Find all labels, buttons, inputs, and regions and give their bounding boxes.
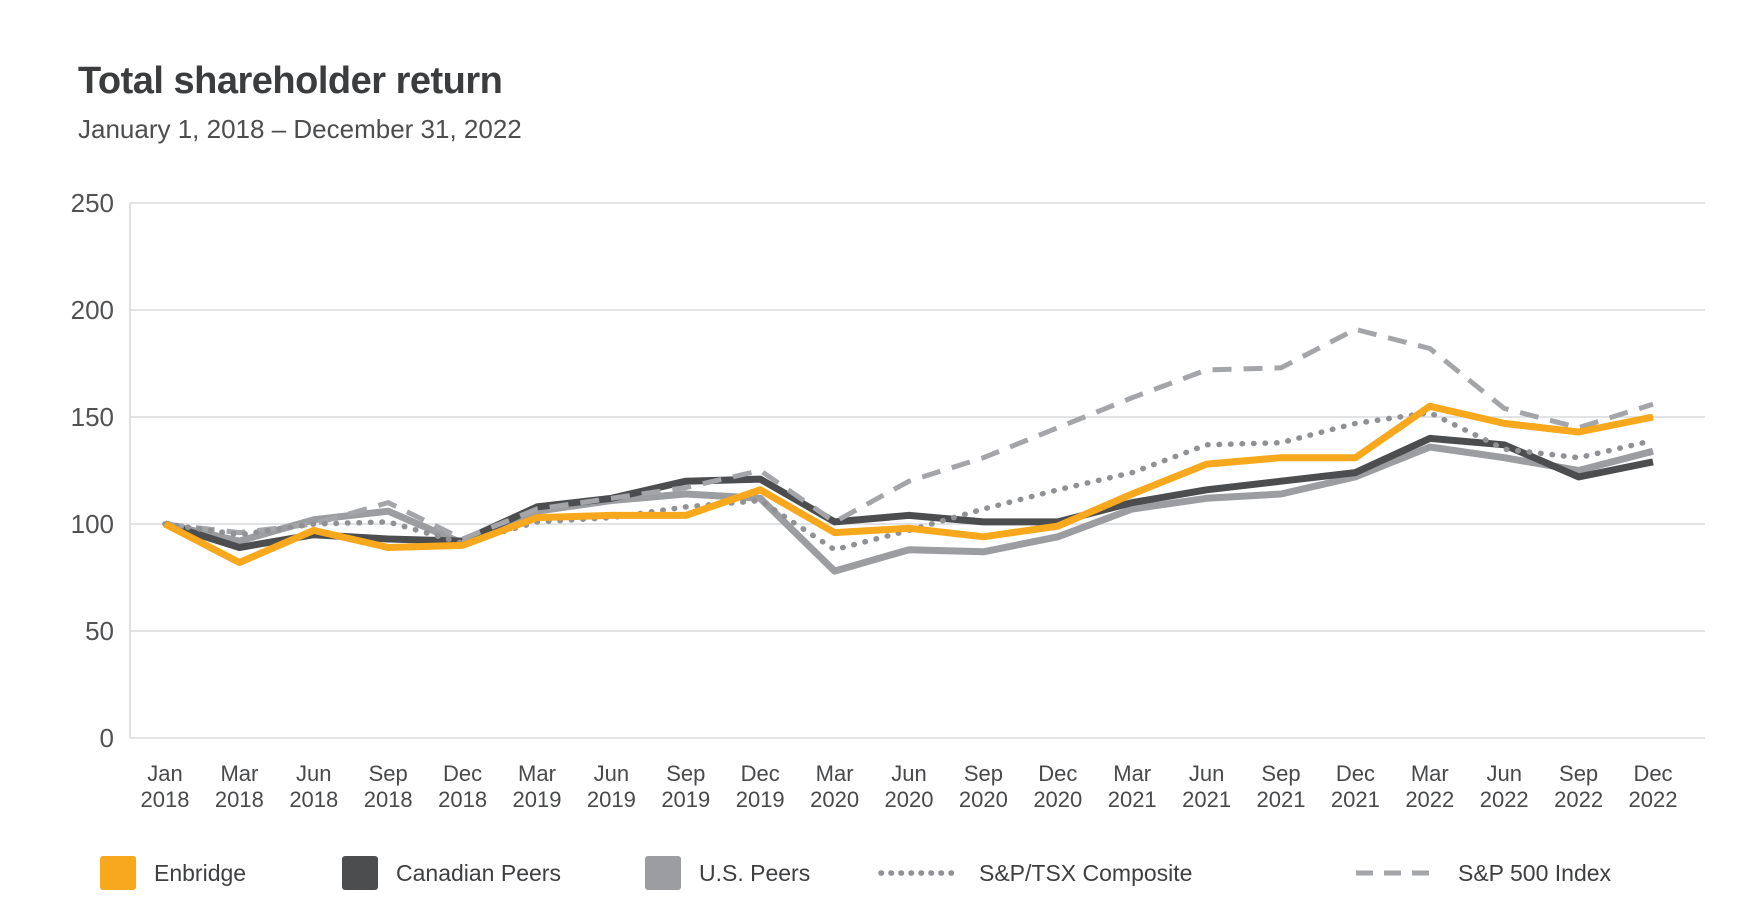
x-tick-label-month: Jun xyxy=(891,761,926,786)
legend-label: Canadian Peers xyxy=(396,859,561,886)
x-tick-label-month: Jun xyxy=(1486,761,1521,786)
legend-swatch-canadian-peers xyxy=(342,856,378,890)
series-line-u-s-peers xyxy=(164,443,1654,575)
x-tick-label-year: 2018 xyxy=(364,787,413,812)
x-tick-label-year: 2022 xyxy=(1480,787,1529,812)
legend-label: U.S. Peers xyxy=(699,859,811,886)
y-tick-label: 100 xyxy=(71,509,114,539)
x-tick-label-month: Sep xyxy=(964,761,1003,786)
x-tick-label-year: 2019 xyxy=(736,787,785,812)
y-tick-label: 0 xyxy=(100,723,114,753)
y-tick-label: 250 xyxy=(71,188,114,218)
x-tick-label-month: Mar xyxy=(518,761,556,786)
x-tick-label-month: Mar xyxy=(220,761,258,786)
x-tick-label-year: 2022 xyxy=(1629,787,1678,812)
x-tick-label-year: 2021 xyxy=(1182,787,1231,812)
x-tick-label-month: Jun xyxy=(1189,761,1224,786)
x-tick-label-month: Sep xyxy=(1261,761,1300,786)
legend-item-u-s-peers: U.S. Peers xyxy=(645,850,810,896)
x-tick-label-month: Mar xyxy=(816,761,854,786)
legend-line-sample-dashed xyxy=(1356,870,1438,876)
legend-label: S&P/TSX Composite xyxy=(979,859,1193,886)
x-tick-label-year: 2018 xyxy=(215,787,264,812)
x-tick-label-year: 2020 xyxy=(959,787,1008,812)
x-tick-label-year: 2018 xyxy=(438,787,487,812)
x-tick-label-month: Dec xyxy=(443,761,482,786)
x-tick-label-month: Dec xyxy=(741,761,780,786)
x-tick-label-month: Dec xyxy=(1633,761,1672,786)
legend-item-s-p-tsx-composite: S&P/TSX Composite xyxy=(877,850,1192,896)
page-title: Total shareholder return xyxy=(78,60,503,102)
page-subtitle: January 1, 2018 – December 31, 2022 xyxy=(78,114,522,144)
legend-item-enbridge: Enbridge xyxy=(100,850,246,896)
y-tick-label: 150 xyxy=(71,402,114,432)
x-tick-label-year: 2022 xyxy=(1405,787,1454,812)
x-tick-label-year: 2019 xyxy=(661,787,710,812)
legend-item-s-p-500-index: S&P 500 Index xyxy=(1352,850,1611,896)
x-tick-label-month: Mar xyxy=(1113,761,1151,786)
x-tick-label-year: 2021 xyxy=(1331,787,1380,812)
series-line-s-p-500-index xyxy=(164,326,1654,542)
x-tick-label-year: 2018 xyxy=(141,787,190,812)
x-tick-label-year: 2019 xyxy=(587,787,636,812)
chart-legend: Enbridge Canadian Peers U.S. Peers S&P/TSX … xyxy=(0,850,1758,896)
legend-label: S&P 500 Index xyxy=(1458,859,1612,886)
x-tick-label-year: 2020 xyxy=(810,787,859,812)
x-tick-label-month: Jun xyxy=(296,761,331,786)
legend-swatch-u-s-peers xyxy=(645,856,681,890)
legend-line-sample-dotted xyxy=(878,870,962,876)
legend-item-canadian-peers: Canadian Peers xyxy=(342,850,561,896)
x-tick-label-year: 2020 xyxy=(885,787,934,812)
x-tick-label-year: 2021 xyxy=(1257,787,1306,812)
x-tick-label-month: Jun xyxy=(594,761,629,786)
x-tick-label-year: 2019 xyxy=(513,787,562,812)
legend-label: Enbridge xyxy=(154,859,247,886)
x-tick-label-month: Sep xyxy=(666,761,705,786)
x-tick-label-month: Jan xyxy=(147,761,182,786)
x-tick-label-month: Sep xyxy=(369,761,408,786)
legend-swatch-enbridge xyxy=(100,856,136,890)
series-line-enbridge xyxy=(163,402,1654,566)
x-tick-label-year: 2022 xyxy=(1554,787,1603,812)
series-line-canadian-peers xyxy=(163,434,1654,551)
x-tick-label-month: Dec xyxy=(1038,761,1077,786)
y-tick-label: 200 xyxy=(71,295,114,325)
x-tick-label-month: Dec xyxy=(1336,761,1375,786)
x-tick-label-month: Mar xyxy=(1411,761,1449,786)
x-tick-label-month: Sep xyxy=(1559,761,1598,786)
x-tick-label-year: 2020 xyxy=(1033,787,1082,812)
x-tick-label-year: 2021 xyxy=(1108,787,1157,812)
y-tick-label: 50 xyxy=(85,616,114,646)
x-tick-label-year: 2018 xyxy=(289,787,338,812)
